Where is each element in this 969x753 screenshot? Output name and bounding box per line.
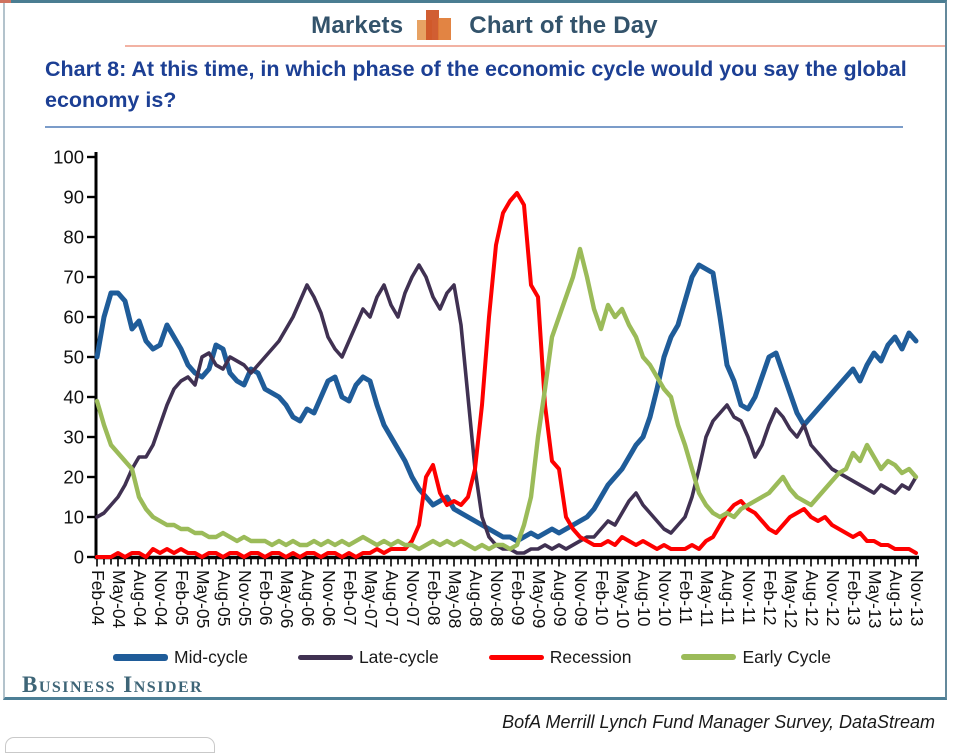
legend-label: Recession [549, 646, 632, 667]
svg-text:May-07: May-07 [361, 570, 381, 628]
legend-swatch [297, 654, 353, 660]
svg-text:May-05: May-05 [193, 570, 213, 628]
header: Markets Chart of the Day [0, 8, 969, 44]
svg-text:70: 70 [63, 267, 84, 288]
svg-text:Feb-07: Feb-07 [340, 570, 360, 625]
bar-chart-icon-bar2 [426, 10, 440, 40]
svg-text:Nov-07: Nov-07 [403, 570, 423, 626]
economic-cycle-chart: 0 10 20 30 40 50 60 70 80 90 100 Feb-04 May-04 Aug-04… [53, 147, 927, 629]
svg-text:20: 20 [63, 467, 84, 488]
svg-text:May-04: May-04 [109, 570, 129, 629]
svg-text:Aug-04: Aug-04 [130, 570, 150, 627]
svg-text:Aug-09: Aug-09 [550, 570, 570, 626]
chart-title: Chart 8: At this time, in which phase of… [45, 57, 907, 112]
bar-chart-icon [417, 10, 455, 42]
legend-item-mid-cycle: Mid-cycle [113, 647, 248, 668]
svg-text:Aug-11: Aug-11 [718, 570, 738, 625]
svg-text:Feb-04: Feb-04 [88, 570, 108, 626]
svg-text:Aug-12: Aug-12 [802, 570, 822, 626]
legend-label: Mid-cycle [174, 646, 248, 667]
svg-text:Nov-04: Nov-04 [151, 570, 171, 627]
legend-item-recession: Recession [488, 646, 632, 668]
svg-text:60: 60 [63, 307, 84, 328]
svg-text:50: 50 [63, 347, 84, 368]
header-divider [125, 45, 945, 47]
svg-text:Feb-05: Feb-05 [172, 570, 192, 625]
legend-label: Early Cycle [742, 646, 831, 667]
legend-swatch [113, 653, 169, 661]
svg-text:100: 100 [53, 147, 84, 168]
svg-text:Feb-09: Feb-09 [508, 570, 528, 625]
svg-text:10: 10 [63, 507, 84, 528]
legend-swatch [488, 654, 544, 660]
markets-label: Markets [311, 12, 404, 39]
business-insider-logo: Business Insider [22, 672, 204, 697]
svg-text:May-06: May-06 [277, 570, 297, 628]
svg-text:May-09: May-09 [529, 570, 549, 628]
svg-text:May-10: May-10 [613, 570, 633, 629]
svg-text:May-12: May-12 [781, 570, 801, 628]
legend-swatch [681, 654, 737, 660]
svg-text:Feb-06: Feb-06 [256, 570, 276, 625]
svg-text:May-11: May-11 [697, 570, 717, 627]
svg-text:Aug-08: Aug-08 [466, 570, 486, 626]
legend-label: Late-cycle [358, 646, 439, 667]
source-attribution: BofA Merrill Lynch Fund Manager Survey, … [502, 712, 935, 732]
svg-text:Nov-05: Nov-05 [235, 570, 255, 626]
svg-text:90: 90 [63, 187, 84, 208]
svg-text:Nov-11: Nov-11 [739, 570, 759, 625]
svg-text:Nov-13: Nov-13 [907, 570, 927, 626]
svg-text:Feb-13: Feb-13 [844, 570, 864, 625]
svg-text:Nov-09: Nov-09 [571, 570, 591, 626]
svg-text:Aug-05: Aug-05 [214, 570, 234, 626]
legend-item-late-cycle: Late-cycle [297, 646, 439, 668]
svg-text:30: 30 [63, 427, 84, 448]
svg-text:May-08: May-08 [445, 570, 465, 628]
svg-text:40: 40 [63, 387, 84, 408]
svg-text:Nov-06: Nov-06 [319, 570, 339, 626]
svg-text:Feb-12: Feb-12 [760, 570, 780, 625]
svg-text:Feb-10: Feb-10 [592, 570, 612, 626]
svg-text:Aug-06: Aug-06 [298, 570, 318, 626]
svg-text:May-13: May-13 [865, 570, 885, 628]
svg-text:Nov-10: Nov-10 [655, 570, 675, 627]
svg-text:0: 0 [74, 547, 84, 568]
svg-text:80: 80 [63, 227, 84, 248]
svg-text:Aug-10: Aug-10 [634, 570, 654, 627]
frame-red-accent [0, 0, 11, 3]
title-underline [45, 126, 903, 128]
chart-legend: Mid-cycle Late-cycle Recession Early Cycle [0, 643, 944, 671]
legend-item-early-cycle: Early Cycle [681, 647, 831, 668]
chart-of-day-label: Chart of the Day [469, 12, 658, 39]
svg-text:Feb-08: Feb-08 [424, 570, 444, 625]
cropped-panel [5, 737, 215, 753]
svg-text:Aug-13: Aug-13 [886, 570, 906, 626]
svg-text:Aug-07: Aug-07 [382, 570, 402, 626]
bar-chart-icon-bar3 [438, 18, 452, 40]
svg-text:Feb-11: Feb-11 [676, 570, 696, 624]
svg-text:Nov-08: Nov-08 [487, 570, 507, 626]
svg-text:Nov-12: Nov-12 [823, 570, 843, 626]
